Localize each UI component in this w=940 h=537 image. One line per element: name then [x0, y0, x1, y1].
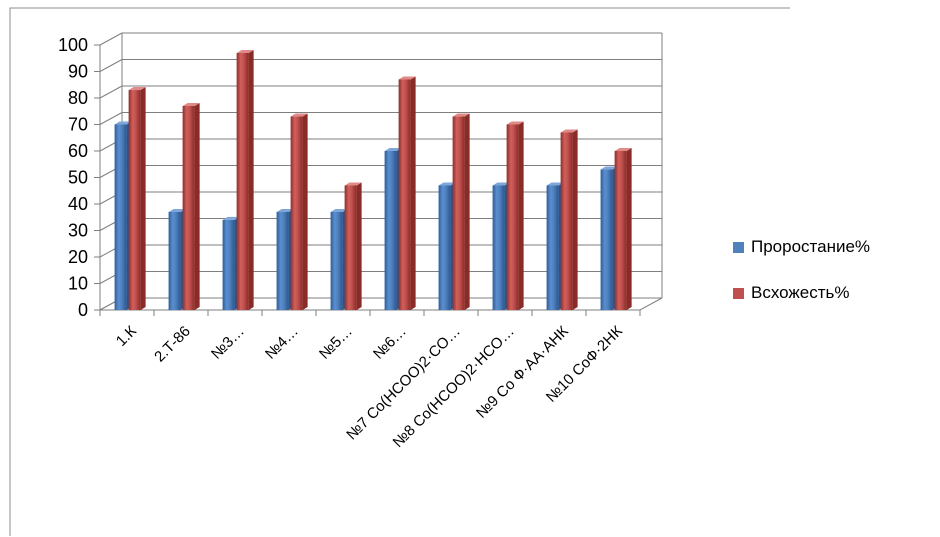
bar-top — [452, 113, 470, 117]
x-tick-label: №4… — [262, 323, 302, 363]
bar-side — [356, 182, 362, 310]
bar-front — [384, 151, 397, 310]
bar-top — [384, 148, 402, 151]
bar-front — [452, 116, 465, 310]
bar-top — [276, 208, 294, 212]
side-wall-gridline — [99, 32, 123, 46]
bar-front — [506, 124, 519, 310]
bar — [506, 121, 524, 310]
bar — [128, 87, 146, 310]
bar-front — [276, 211, 289, 310]
x-tick-label: 1.К — [113, 323, 140, 350]
legend-swatch — [733, 288, 744, 299]
bar — [344, 182, 362, 310]
x-tick-label: 2.Т-86 — [151, 323, 194, 366]
y-tick-label: 40 — [68, 194, 88, 214]
y-tick-label: 20 — [68, 247, 88, 267]
y-tick-label: 0 — [78, 300, 88, 320]
side-wall-gridline — [99, 112, 123, 125]
bar-front — [398, 79, 411, 310]
y-tick-label: 80 — [68, 88, 88, 108]
bar-top — [560, 129, 578, 133]
bar-top — [614, 148, 632, 151]
y-tick-label: 30 — [68, 221, 88, 241]
bar-top — [168, 208, 186, 212]
bar-top — [236, 49, 254, 53]
bar-front — [600, 169, 613, 310]
bar-side — [464, 113, 470, 310]
bar-front — [128, 90, 141, 310]
bar-front — [182, 105, 195, 310]
legend: Проростание% Всхожесть% — [733, 237, 870, 302]
bar-front — [546, 185, 559, 310]
bar — [290, 113, 308, 310]
bar — [398, 76, 416, 310]
bar-top — [128, 87, 146, 91]
x-tick-label: №6… — [370, 323, 410, 363]
bar-top — [114, 121, 132, 125]
bar-top — [344, 182, 362, 186]
y-tick-label: 70 — [68, 115, 88, 135]
bar — [560, 129, 578, 310]
bar-top — [182, 102, 200, 106]
bar-front — [222, 219, 235, 310]
x-tick-label: №5… — [316, 323, 356, 363]
bar — [182, 102, 200, 310]
y-tick-label: 50 — [68, 168, 88, 188]
x-tick-label: №3… — [208, 323, 248, 363]
bar-side — [194, 102, 200, 310]
bar-top — [398, 76, 416, 80]
bar-top — [330, 208, 348, 212]
legend-label: Всхожесть% — [751, 283, 850, 302]
bar-front — [492, 185, 505, 310]
x-tick-labels: 1.К 2.Т-86 №3… №4… №5… №6…№7 Co(HCOO)2·CO…№8 … — [99, 310, 641, 451]
y-tick-label: 100 — [58, 35, 88, 55]
x-tick-label: №9 Co Ф·АА·АНК — [473, 323, 572, 422]
bar-side — [410, 76, 416, 310]
bars — [114, 49, 632, 310]
bar — [236, 49, 254, 310]
y-tick-labels: 0 10 20 30 40 50 60 70 80 90 100 — [58, 35, 100, 320]
bar-side — [248, 49, 254, 310]
legend-swatch — [733, 242, 744, 253]
chart-border — [9, 7, 790, 536]
bar-side — [626, 148, 632, 310]
bar-front — [114, 124, 127, 310]
legend-label: Проростание% — [751, 237, 870, 256]
bar-top — [600, 166, 618, 170]
bar — [452, 113, 470, 310]
bar-front — [290, 116, 303, 310]
bar-front — [560, 132, 573, 310]
bar-front — [168, 211, 181, 310]
bar-top — [438, 182, 456, 186]
bar-front — [614, 151, 627, 310]
bar-front — [236, 52, 249, 310]
bar-front — [330, 211, 343, 310]
bar-front — [344, 185, 357, 310]
bar-top — [506, 121, 524, 125]
bar-front — [438, 185, 451, 310]
side-wall-gridline — [99, 59, 123, 72]
side-wall-gridline — [99, 85, 123, 99]
bar-side — [302, 113, 308, 310]
y-tick-label: 10 — [68, 274, 88, 294]
bar-top — [492, 182, 510, 186]
bar-side — [140, 87, 146, 310]
bar-side — [518, 121, 524, 310]
y-tick-label: 90 — [68, 62, 88, 82]
bar — [614, 148, 632, 310]
bar-top — [546, 182, 564, 186]
bar-top — [290, 113, 308, 117]
bar-top — [222, 216, 240, 220]
bar-side — [572, 129, 578, 310]
y-tick-label: 60 — [68, 141, 88, 161]
